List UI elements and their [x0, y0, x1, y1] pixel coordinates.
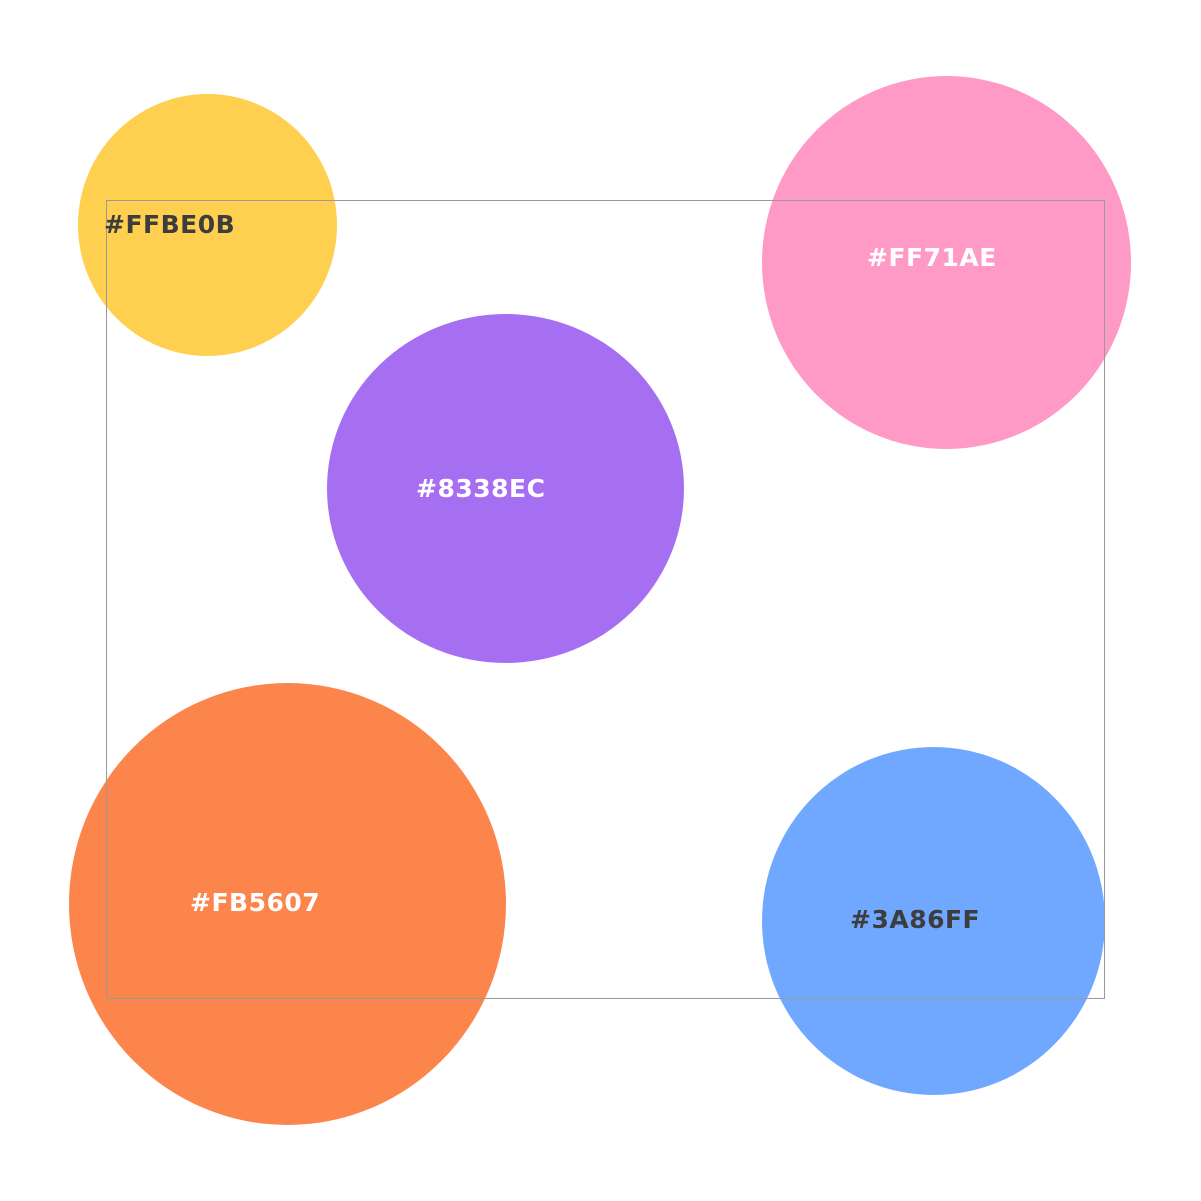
color-swatch-yellow	[78, 94, 337, 356]
color-swatch-pink	[762, 76, 1131, 449]
hex-label-pink: #FF71AE	[867, 243, 997, 272]
color-swatch-purple	[327, 314, 684, 663]
color-swatch-blue	[762, 747, 1105, 1095]
color-swatch-orange	[69, 683, 506, 1125]
hex-label-orange: #FB5607	[190, 888, 321, 917]
hex-label-yellow: #FFBE0B	[104, 210, 236, 239]
hex-label-blue: #3A86FF	[850, 905, 981, 934]
hex-label-purple: #8338EC	[416, 474, 546, 503]
